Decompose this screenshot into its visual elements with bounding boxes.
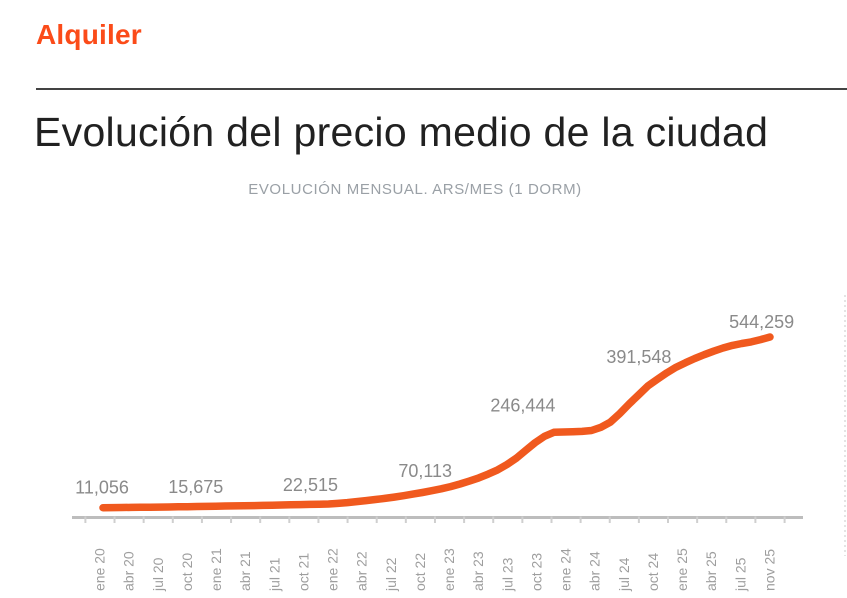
x-axis-tick-label: ene 20	[92, 548, 108, 591]
x-axis-tick-label: abr 24	[587, 551, 603, 591]
x-axis-tick-label: jul 21	[266, 557, 282, 592]
data-point-label: 544,259	[729, 312, 794, 332]
header-divider	[36, 88, 847, 90]
section-label: Alquiler	[36, 19, 142, 50]
x-axis-tick-label: ene 22	[325, 548, 341, 591]
x-axis-tick-label: jul 22	[383, 557, 399, 592]
price-line	[99, 333, 774, 512]
data-point-label: 22,515	[283, 475, 338, 495]
x-axis-tick-label: jul 20	[150, 557, 166, 592]
x-axis-tick-label: jul 23	[499, 557, 515, 592]
x-axis-tick-label: ene 21	[208, 548, 224, 591]
x-axis-tick-label: abr 22	[354, 551, 370, 591]
x-axis-tick-label: oct 22	[412, 553, 428, 591]
data-point-label: 246,444	[490, 395, 555, 415]
x-axis-tick-label: oct 20	[179, 553, 195, 591]
x-axis-tick-label: ene 25	[674, 548, 690, 591]
x-axis-tick-label: nov 25	[762, 549, 778, 591]
data-point-label: 15,675	[168, 477, 223, 497]
x-axis-tick-label: oct 21	[295, 553, 311, 591]
x-axis-tick-label: ene 23	[441, 548, 457, 591]
data-point-label: 391,548	[606, 347, 671, 367]
data-point-label: 11,056	[75, 478, 129, 498]
data-point-label: 70,113	[398, 461, 452, 481]
x-axis-tick-label: ene 24	[558, 548, 574, 591]
chart-subtitle: EVOLUCIÓN MENSUAL. ARS/MES (1 DORM)	[248, 181, 582, 198]
x-axis-tick-label: oct 24	[645, 553, 661, 591]
x-axis-tick-label: abr 20	[121, 551, 137, 591]
x-axis-tick-label: oct 23	[528, 553, 544, 591]
page-title: Evolución del precio medio de la ciudad	[34, 109, 769, 155]
x-axis-tick-label: jul 25	[732, 557, 748, 592]
x-axis-tick-label: jul 24	[616, 557, 632, 592]
x-axis-tick-label: abr 25	[703, 551, 719, 591]
x-axis-tick-label: abr 21	[237, 551, 253, 591]
x-axis-tick-label: abr 23	[470, 551, 486, 591]
